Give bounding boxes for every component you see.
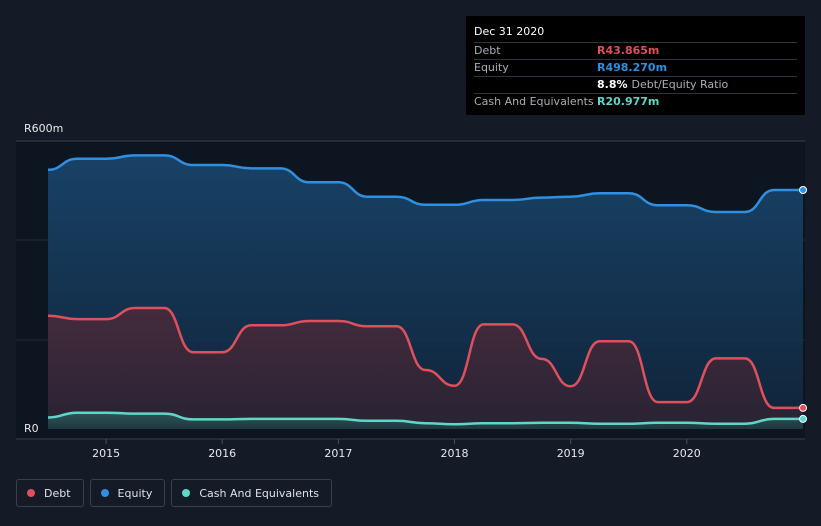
legend-dot-cash (182, 489, 191, 497)
tooltip-ratio-number: 8.8% (597, 78, 628, 91)
tooltip-cash-label: Cash And Equivalents (474, 95, 594, 108)
x-tick-label: 2019 (557, 447, 585, 460)
tooltip-debt-label: Debt (474, 44, 501, 57)
tooltip-debt-value: R43.865m (597, 44, 660, 57)
legend-item-equity[interactable]: Equity (89, 479, 166, 507)
equity-line (47, 154, 803, 214)
legend-item-debt[interactable]: Debt (16, 479, 84, 507)
tooltip-date: Dec 31 2020 (474, 22, 797, 43)
legend: Debt Equity Cash And Equivalents (16, 479, 332, 507)
x-tick-label: 2020 (673, 447, 701, 460)
tooltip-row-cash: Cash And Equivalents R20.977m (474, 94, 797, 110)
debt-area (48, 308, 803, 429)
x-tick-label: 2018 (441, 447, 469, 460)
x-tick-label: 2017 (324, 447, 352, 460)
equity-endpoint-marker (799, 186, 807, 194)
y-tick-label: R0 (24, 422, 39, 435)
debt-endpoint-marker (799, 403, 807, 412)
tooltip-equity-value: R498.270m (597, 61, 668, 74)
cash-line (47, 411, 803, 426)
legend-dot-equity (100, 489, 109, 497)
tooltip-ratio-value: 8.8% Debt/Equity Ratio (597, 77, 728, 93)
x-tick-label: 2015 (92, 447, 120, 460)
tooltip-ratio-label (474, 77, 597, 93)
y-tick-label: R600m (24, 122, 63, 135)
tooltip-panel: Dec 31 2020 Debt R43.865m Equity R498.27… (466, 16, 805, 115)
legend-label-equity: Equity (117, 486, 153, 500)
tooltip-row-equity: Equity R498.270m (474, 60, 797, 77)
tooltip-row-debt: Debt R43.865m (474, 43, 797, 60)
x-tick-label: 2016 (208, 447, 236, 460)
tooltip-row-ratio: 8.8% Debt/Equity Ratio (474, 77, 797, 94)
tooltip-cash-value: R20.977m (597, 95, 660, 108)
legend-label-debt: Debt (44, 486, 71, 500)
debt-line (47, 306, 803, 410)
tooltip-ratio-unit: Debt/Equity Ratio (631, 78, 729, 91)
cash-endpoint-marker (799, 414, 807, 423)
legend-dot-debt (27, 489, 35, 497)
legend-item-cash[interactable]: Cash And Equivalents (171, 479, 332, 507)
tooltip-equity-label: Equity (474, 61, 509, 74)
legend-label-cash: Cash And Equivalents (199, 486, 319, 500)
